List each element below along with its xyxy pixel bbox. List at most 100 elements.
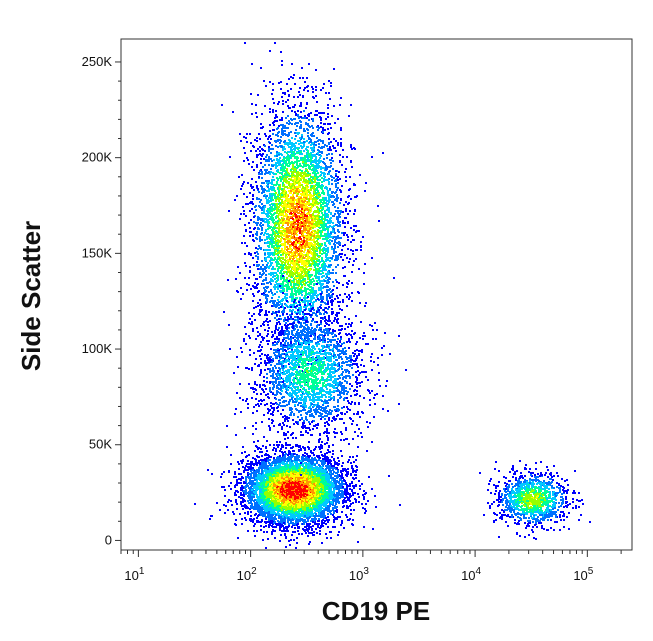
- data-point: [275, 518, 277, 520]
- data-point: [342, 486, 344, 488]
- data-point: [342, 496, 344, 498]
- data-point: [336, 509, 338, 511]
- data-point: [266, 479, 268, 481]
- data-point: [320, 512, 322, 514]
- data-point: [358, 501, 360, 503]
- data-point: [267, 538, 269, 540]
- data-point: [281, 522, 283, 524]
- data-point: [287, 444, 289, 446]
- data-point: [242, 466, 244, 468]
- data-point: [341, 473, 343, 475]
- data-point: [313, 518, 315, 520]
- data-point: [352, 485, 354, 487]
- data-point: [307, 535, 309, 537]
- data-point: [282, 446, 284, 448]
- data-point: [321, 460, 323, 462]
- data-point: [351, 465, 353, 467]
- data-point: [230, 463, 232, 465]
- data-point: [308, 441, 310, 443]
- data-point: [352, 502, 354, 504]
- data-point: [349, 488, 351, 490]
- data-point: [316, 532, 318, 534]
- data-point: [324, 458, 326, 460]
- data-point: [342, 462, 344, 464]
- data-point: [300, 434, 302, 436]
- data-point: [246, 463, 248, 465]
- data-point: [261, 513, 263, 515]
- data-point: [363, 490, 365, 492]
- data-point: [240, 473, 242, 475]
- data-point: [346, 475, 348, 477]
- data-point: [321, 441, 323, 443]
- data-point: [358, 480, 360, 482]
- data-point: [264, 493, 266, 495]
- data-point: [247, 511, 249, 513]
- data-point: [332, 499, 334, 501]
- data-point: [244, 506, 246, 508]
- data-point: [293, 539, 295, 541]
- data-point: [338, 481, 340, 483]
- data-point: [267, 460, 269, 462]
- data-point: [309, 514, 311, 516]
- data-point: [337, 486, 339, 488]
- data-point: [340, 471, 342, 473]
- data-point: [343, 479, 345, 481]
- data-point: [255, 477, 257, 479]
- data-point: [321, 523, 323, 525]
- data-point: [282, 453, 284, 455]
- data-point: [325, 465, 327, 467]
- data-point: [265, 547, 267, 549]
- data-point: [362, 507, 364, 509]
- data-point: [242, 501, 244, 503]
- data-point: [293, 453, 295, 455]
- data-point: [232, 511, 234, 513]
- data-point: [253, 441, 255, 443]
- data-point: [305, 521, 307, 523]
- data-point: [306, 525, 308, 527]
- data-point: [239, 513, 241, 515]
- data-point: [262, 445, 264, 447]
- data-point: [240, 492, 242, 494]
- data-point: [315, 518, 317, 520]
- data-point: [249, 466, 251, 468]
- data-point: [295, 515, 297, 517]
- data-point: [311, 473, 313, 475]
- data-point: [334, 480, 336, 482]
- data-point: [301, 533, 303, 535]
- data-point: [354, 474, 356, 476]
- data-point: [326, 442, 328, 444]
- data-point: [253, 518, 255, 520]
- data-point: [399, 504, 401, 506]
- data-point: [281, 474, 283, 476]
- data-point: [306, 478, 308, 480]
- data-point: [346, 488, 348, 490]
- data-point: [341, 475, 343, 477]
- data-point: [334, 526, 336, 528]
- data-point: [234, 471, 236, 473]
- data-point: [309, 471, 311, 473]
- data-point: [311, 532, 313, 534]
- data-point: [274, 537, 276, 539]
- data-point: [336, 480, 338, 482]
- data-point: [261, 511, 263, 513]
- data-point: [291, 534, 293, 536]
- data-point: [306, 523, 308, 525]
- data-point: [259, 495, 261, 497]
- data-point: [327, 516, 329, 518]
- data-point: [346, 486, 348, 488]
- data-point: [331, 456, 333, 458]
- data-point: [290, 539, 292, 541]
- data-point: [256, 485, 258, 487]
- data-point: [254, 474, 256, 476]
- data-point: [272, 493, 274, 495]
- data-point: [372, 528, 374, 530]
- data-point: [346, 516, 348, 518]
- data-point: [352, 471, 354, 473]
- data-point: [337, 457, 339, 459]
- data-point: [308, 532, 310, 534]
- data-point: [248, 463, 250, 465]
- data-point: [312, 534, 314, 536]
- data-point: [357, 493, 359, 495]
- data-point: [257, 471, 259, 473]
- data-point: [323, 522, 325, 524]
